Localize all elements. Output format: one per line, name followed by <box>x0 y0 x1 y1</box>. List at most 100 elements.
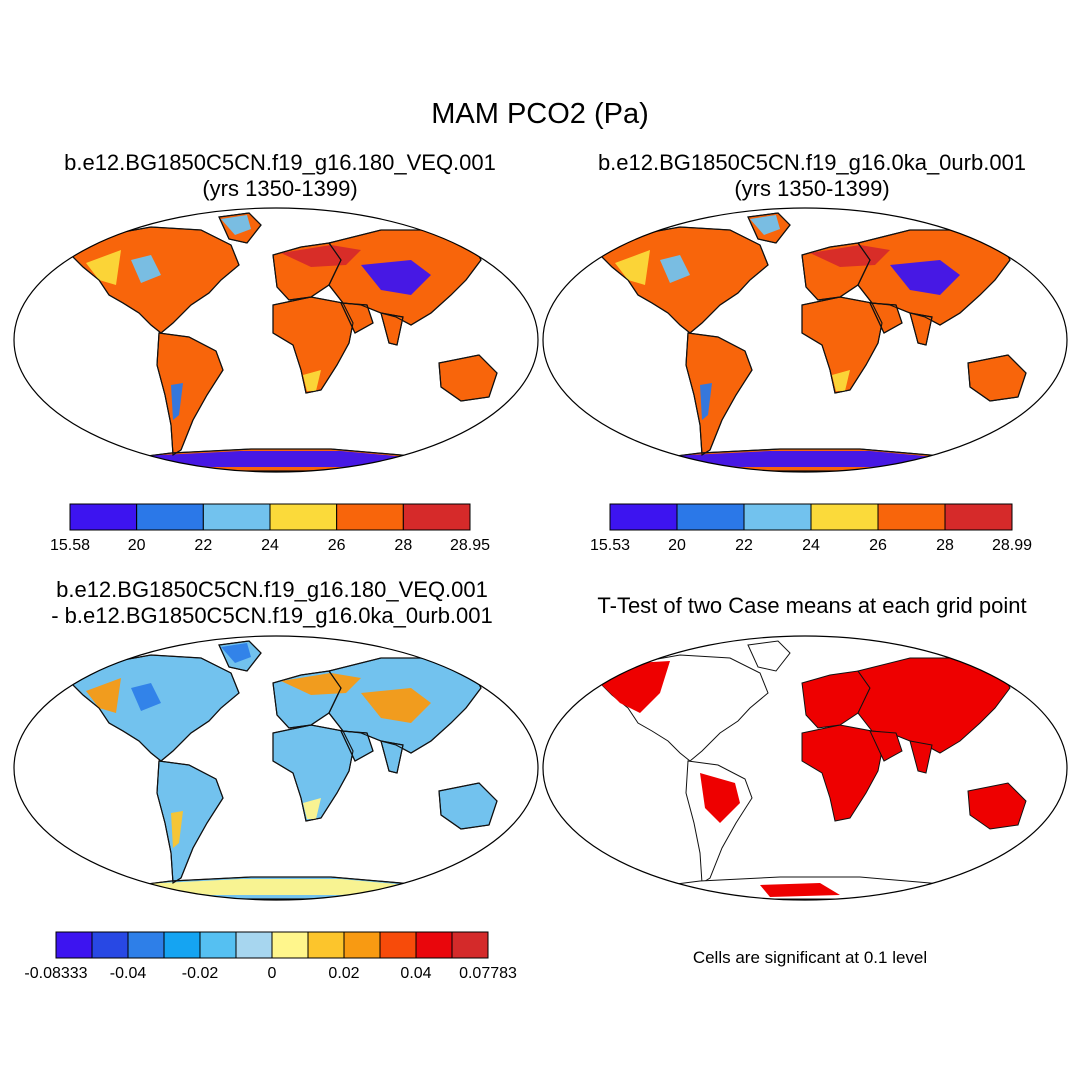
colorbar-tick-label: -0.02 <box>182 965 219 982</box>
map-panel-4 <box>542 635 1068 901</box>
continent-africa <box>801 724 883 822</box>
significance-note: Cells are significant at 0.1 level <box>692 948 928 967</box>
continent-arabia <box>869 730 903 762</box>
map-panel-3 <box>13 635 539 901</box>
coastline-africa <box>272 296 354 394</box>
coastline-greenland <box>747 212 791 244</box>
map-border <box>13 207 539 473</box>
value-patch <box>86 250 121 285</box>
value-patch <box>221 643 251 663</box>
panel-4-title-line1: T-Test of two Case means at each grid po… <box>597 593 1027 618</box>
map-panel-2 <box>542 207 1068 473</box>
colorbar-tick-label: 0 <box>268 965 277 982</box>
map-border <box>542 635 1068 901</box>
value-patch <box>131 683 161 711</box>
colorbar-tick-label: -0.08333 <box>24 965 87 982</box>
value-patch <box>171 811 183 848</box>
colorbar-tick-label: 15.53 <box>590 537 630 554</box>
coastline-southAmerica <box>156 760 224 884</box>
panel-2-title-line2: (yrs 1350-1399) <box>734 176 890 201</box>
continent-australia <box>967 782 1027 830</box>
colorbar-swatch <box>402 503 471 531</box>
colorbar-swatch <box>743 503 812 531</box>
value-patch <box>171 383 183 420</box>
value-patch <box>660 255 690 283</box>
colorbar-swatch <box>163 931 201 959</box>
figure-title: MAM PCO2 (Pa) <box>431 98 649 130</box>
value-patch <box>303 370 321 391</box>
value-patch <box>221 215 251 235</box>
coastline-india <box>380 740 404 774</box>
coastline-arabia <box>340 730 374 762</box>
coastline-northAmerica <box>597 226 769 334</box>
value-patch <box>615 250 650 285</box>
colorbar-tick-label: 0.04 <box>400 965 431 982</box>
panel-3-title-line1: b.e12.BG1850C5CN.f19_g16.180_VEQ.001 <box>56 577 488 602</box>
colorbar-swatch <box>69 503 138 531</box>
value-patch <box>650 451 970 467</box>
value-patch <box>281 673 361 695</box>
colorbar-swatch <box>199 931 237 959</box>
value-patch <box>86 678 121 713</box>
value-patch <box>361 688 431 723</box>
colorbar-swatch <box>202 503 271 531</box>
colorbar-swatch <box>676 503 745 531</box>
colorbar-tick-label: 0.02 <box>328 965 359 982</box>
coastline-australia <box>438 354 498 402</box>
colorbar-swatch <box>415 931 453 959</box>
value-patch <box>810 245 890 267</box>
coastline-arabia <box>340 302 374 334</box>
colorbar-swatch <box>877 503 946 531</box>
coastline-arabia <box>869 302 903 334</box>
colorbar-tick-label: 24 <box>261 537 279 554</box>
panel-3-title-line2: - b.e12.BG1850C5CN.f19_g16.0ka_0urb.001 <box>51 603 493 628</box>
colorbar-swatch <box>810 503 879 531</box>
value-patch <box>700 383 712 420</box>
colorbar-swatch <box>127 931 165 959</box>
colorbar-swatch <box>379 931 417 959</box>
colorbar-swatch <box>609 503 678 531</box>
colorbar-tick-label: 0.07783 <box>459 965 517 982</box>
significant-region <box>700 773 740 823</box>
value-patch <box>303 798 321 819</box>
colorbar-swatch <box>55 931 93 959</box>
colorbar-tick-label: 26 <box>869 537 887 554</box>
colorbar-swatch <box>136 503 204 531</box>
map-panel-1 <box>13 207 539 473</box>
value-patch <box>832 370 850 391</box>
value-patch <box>131 255 161 283</box>
colorbar-tick-label: 22 <box>194 537 212 554</box>
value-patch <box>750 215 780 235</box>
value-patch <box>281 245 361 267</box>
panel-4-title: T-Test of two Case means at each grid po… <box>552 593 1072 619</box>
colorbar-2: 15.53 20 22 24 26 28 28.99 <box>590 503 1032 554</box>
coastline-india <box>909 312 933 346</box>
continent-greenland <box>747 640 791 672</box>
colorbar-swatch <box>343 931 381 959</box>
colorbar-swatch <box>269 503 338 531</box>
colorbar-tick-label: 28.95 <box>450 537 490 554</box>
colorbar-tick-label: -0.04 <box>110 965 147 982</box>
continent-india <box>909 740 933 774</box>
panel-2-title-line1: b.e12.BG1850C5CN.f19_g16.0ka_0urb.001 <box>597 150 1027 175</box>
coastline-australia <box>438 782 498 830</box>
colorbar-tick-label: 20 <box>128 537 146 554</box>
coastline-india <box>380 312 404 346</box>
coastline-greenland <box>218 640 262 672</box>
value-patch <box>121 451 441 467</box>
colorbar-tick-label: 28 <box>394 537 412 554</box>
colorbar-swatch <box>271 931 309 959</box>
panel-2-title: b.e12.BG1850C5CN.f19_g16.0ka_0urb.001 (y… <box>552 150 1072 202</box>
value-patch <box>890 260 960 295</box>
coastline-australia <box>967 354 1027 402</box>
coastline-africa <box>801 296 883 394</box>
colorbar-swatch <box>91 931 129 959</box>
panel-1-title-line1: b.e12.BG1850C5CN.f19_g16.180_VEQ.001 <box>64 150 496 175</box>
colorbar-swatch <box>944 503 1013 531</box>
colorbar-tick-label: 28 <box>936 537 954 554</box>
colorbar-1: 15.58 20 22 24 26 28 28.95 <box>50 503 490 554</box>
colorbar-swatch <box>336 503 404 531</box>
colorbar-tick-label: 26 <box>328 537 346 554</box>
colorbar-swatch <box>307 931 345 959</box>
value-patch <box>361 260 431 295</box>
